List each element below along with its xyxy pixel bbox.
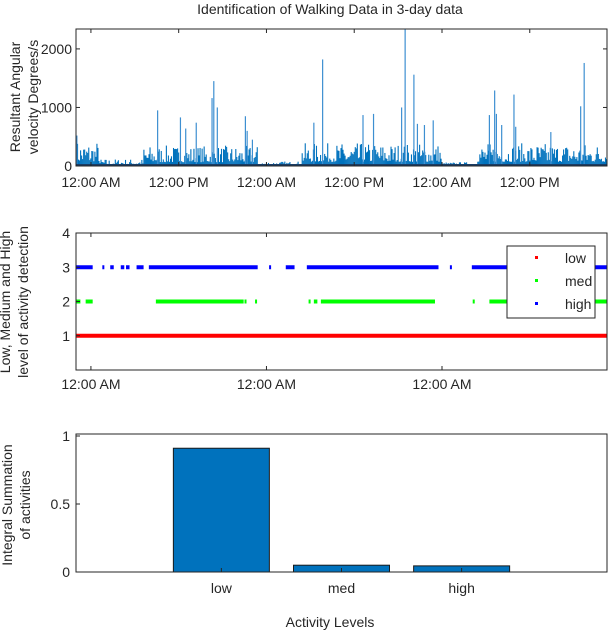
summation-axes: low med high 0 0.5 1 Integral Summation of acti… xyxy=(0,428,608,596)
axes-box xyxy=(75,433,608,573)
x-axis-label: Activity Levels xyxy=(286,614,375,630)
legend-marker-med xyxy=(535,279,538,282)
level-high-segment xyxy=(110,265,114,270)
y-tick-label: 0 xyxy=(64,158,72,174)
level-med-segment xyxy=(320,299,435,304)
legend-label-med: med xyxy=(565,273,592,289)
legend-marker-high xyxy=(535,302,538,305)
legend-label-low: low xyxy=(565,250,587,266)
y-tick-label: 1000 xyxy=(41,99,72,115)
legend: low med high xyxy=(506,245,596,319)
x-tick-label: low xyxy=(211,580,233,596)
x-tick-label: med xyxy=(328,580,355,596)
y-axis-label: Low, Medium and High xyxy=(0,231,13,373)
y-axis-label: velocity Degrees/s xyxy=(25,40,41,154)
y-axis-label: of activities xyxy=(17,470,33,539)
y-tick-label: 3 xyxy=(62,259,70,275)
x-tick-label: 12:00 PM xyxy=(324,174,384,190)
level-high-segment xyxy=(449,265,452,270)
x-tick-label: 12:00 AM xyxy=(412,174,471,190)
level-high-segment xyxy=(148,265,258,270)
bar-low xyxy=(172,447,270,573)
x-tick-label: 12:00 AM xyxy=(61,174,120,190)
level-med-segment xyxy=(244,299,247,304)
level-high-segment xyxy=(76,265,93,270)
x-tick-label: 12:00 AM xyxy=(237,376,296,392)
level-low-segment xyxy=(76,333,607,338)
level-high-segment xyxy=(285,265,295,270)
axes-box xyxy=(75,28,608,167)
x-tick-label: high xyxy=(448,580,474,596)
level-med-segment xyxy=(255,299,258,304)
level-med-segment xyxy=(472,299,475,304)
x-tick-label: 12:00 PM xyxy=(500,174,560,190)
y-tick-label: 1 xyxy=(62,428,70,444)
y-tick-label: 2000 xyxy=(41,41,72,57)
y-tick-label: 2 xyxy=(62,294,70,310)
y-tick-label: 0 xyxy=(62,564,70,580)
legend-box xyxy=(506,245,596,319)
activity-level-axes: 1 2 3 4 12:00 AM 12:00 AM 12:00 AM low med high Lo… xyxy=(0,225,608,392)
level-high-segment xyxy=(120,265,125,270)
level-med-segment xyxy=(313,299,318,304)
legend-marker-low xyxy=(535,256,538,259)
y-tick-label: 1 xyxy=(62,328,70,344)
level-med-segment xyxy=(155,299,244,304)
level-med-segment xyxy=(85,299,93,304)
level-high-segment xyxy=(126,265,130,270)
x-tick-label: 12:00 AM xyxy=(61,376,120,392)
level-high-segment xyxy=(269,265,272,270)
y-tick-label: 4 xyxy=(62,225,70,241)
y-axis-label: Resultant Angular xyxy=(7,41,23,152)
level-high-segment xyxy=(102,265,105,270)
chart-title: Identification of Walking Data in 3-day … xyxy=(197,1,463,17)
legend-label-high: high xyxy=(565,296,591,312)
x-tick-label: 12:00 AM xyxy=(237,174,296,190)
x-tick-label: 12:00 PM xyxy=(149,174,209,190)
level-high-segment xyxy=(306,265,439,270)
level-high-segment xyxy=(136,265,144,270)
velocity-axes: 0 1000 2000 12:00 AM 12:00 PM 12:00 AM 12:00 P… xyxy=(7,28,608,190)
x-tick-label: 12:00 AM xyxy=(412,376,471,392)
y-tick-label: 0.5 xyxy=(51,496,71,512)
y-axis-label: level of activity detection xyxy=(15,226,31,378)
level-med-segment xyxy=(308,299,311,304)
y-axis-label: Integral Summation xyxy=(0,444,15,565)
